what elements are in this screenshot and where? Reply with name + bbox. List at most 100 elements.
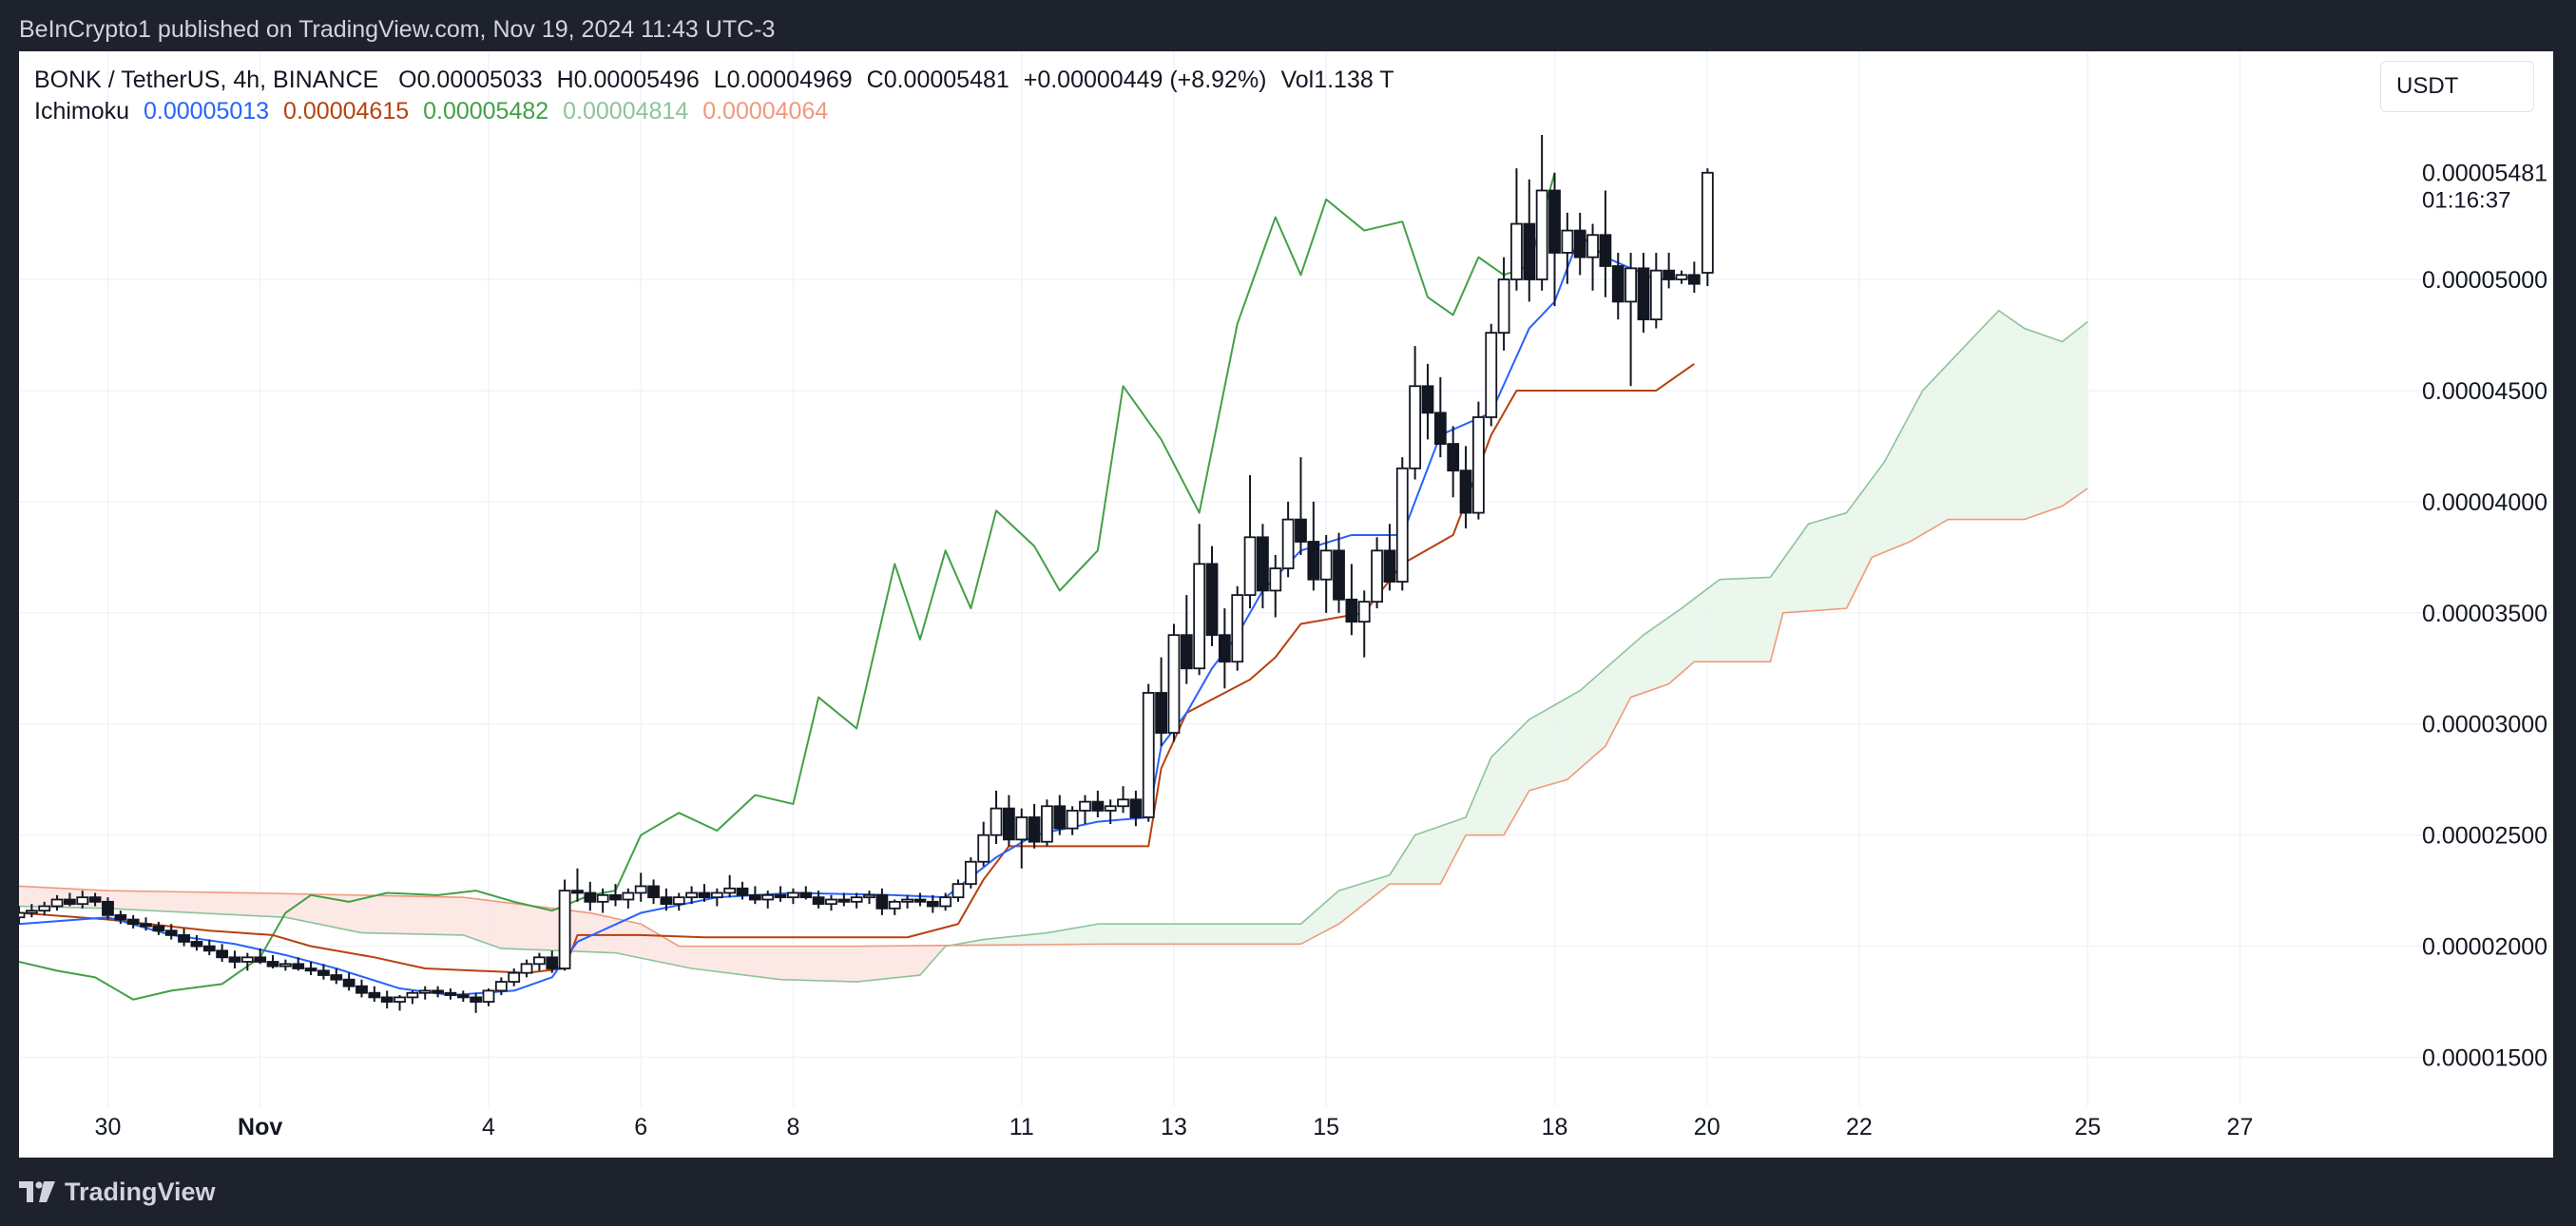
candle-body-down [1447,443,1460,472]
candle-body-down [1611,265,1624,303]
candle [1295,457,1307,556]
candle [1395,457,1409,591]
candle-body-up [1497,278,1510,335]
candle [660,888,673,911]
candle [837,892,851,907]
candle [444,988,457,1000]
price-chart[interactable]: 0.00005000 0.00004500 0.00004000 0.00003500… [19,51,2553,1158]
candle-body-down [1345,598,1358,623]
candle-body-up [596,893,609,903]
candle-body-up [482,989,495,1003]
candle-body-up [1649,269,1663,321]
candle-body-up [1041,805,1053,843]
candle [1649,252,1663,329]
conversion-line [19,234,1695,997]
candle-body-down [356,985,368,994]
candle-body-down [1257,536,1269,592]
candle [926,894,939,913]
candle [1675,270,1688,284]
candle [254,948,267,965]
candle [508,968,521,987]
time-tick-label: 4 [482,1114,495,1140]
open-value: O0.00005033 [398,67,543,93]
candle [901,894,913,909]
candle [774,886,787,902]
candle-body-down [837,898,851,903]
candle-body-up [672,896,685,906]
candle-body-up [76,896,89,906]
candle [1015,808,1028,869]
candle-body-up [977,833,990,863]
candle [787,888,799,905]
time-tick-label: Nov [238,1114,282,1140]
candle [584,881,597,911]
candle-body-up [1319,549,1333,581]
candle-body-down [1433,412,1447,445]
candle-body-up [38,905,51,912]
candle [1586,223,1599,291]
candle-body-up [850,896,863,903]
candle [596,888,609,913]
candle-body-down [190,941,203,948]
candle-body-up [25,910,38,914]
candle [1333,532,1345,613]
bar-countdown-label: 01:16:37 [2422,188,2510,214]
candle [292,957,305,971]
candle-body-down [1421,385,1434,414]
symbol-label[interactable]: BONK / TetherUS, 4h, BINANCE [34,67,379,93]
candle [164,924,178,940]
candle [1663,252,1676,289]
time-tick-label: 13 [1161,1114,1187,1140]
candle-body-down [584,891,597,903]
candle [406,990,419,1005]
candle [470,992,483,1013]
candle-body-up [952,883,965,899]
candle [1497,257,1510,351]
time-axis: 30 Nov 4 6 8 11 13 15 18 20 22 25 27 [95,1114,2254,1140]
candle-body-up [50,898,64,908]
candle [1624,252,1638,387]
candle-body-down [1687,274,1701,285]
price-tick-label: 0.00003000 [2422,712,2547,738]
candle-body-up [723,887,737,894]
candle [1409,346,1422,480]
candle [1205,546,1219,646]
price-tick-label: 0.00002500 [2422,823,2547,850]
candle [102,897,114,920]
candle [228,950,241,969]
candle-body-down [1053,805,1067,830]
candle [761,891,775,909]
currency-unit-button[interactable]: USDT [2380,61,2534,112]
candle [1319,534,1333,613]
candle-body-up [394,996,406,1003]
candle-body-down [470,996,483,1003]
candle [964,857,977,889]
candle-body-up [1281,518,1295,569]
time-tick-label: 18 [1542,1114,1568,1140]
candle [1167,623,1181,742]
candle-body-down [164,929,178,936]
time-tick-label: 8 [786,1114,799,1140]
candle-body-down [456,994,470,999]
candle [532,952,546,971]
candle-body-down [736,887,749,896]
candle [202,939,216,955]
base-value: 0.00004615 [283,98,410,125]
chart-panel[interactable]: 0.00005000 0.00004500 0.00004000 0.00003500… [19,51,2553,1158]
span-b-value: 0.00004064 [702,98,829,125]
candle [1307,501,1320,591]
candle-body-up [532,956,546,966]
candle-body-down [432,989,444,994]
candle-body-up [825,898,837,906]
candle-body-down [178,934,190,943]
candle [1561,212,1574,284]
candle [1447,426,1460,498]
candle-body-down [342,978,356,987]
tradingview-logo[interactable]: TradingView [19,1178,216,1207]
indicator-name[interactable]: Ichimoku [34,98,130,125]
candle [1421,363,1434,440]
candle-body-down [1028,816,1041,843]
candle-body-up [634,885,647,894]
candle-body-up [1395,467,1409,583]
candle-body-down [304,967,317,972]
